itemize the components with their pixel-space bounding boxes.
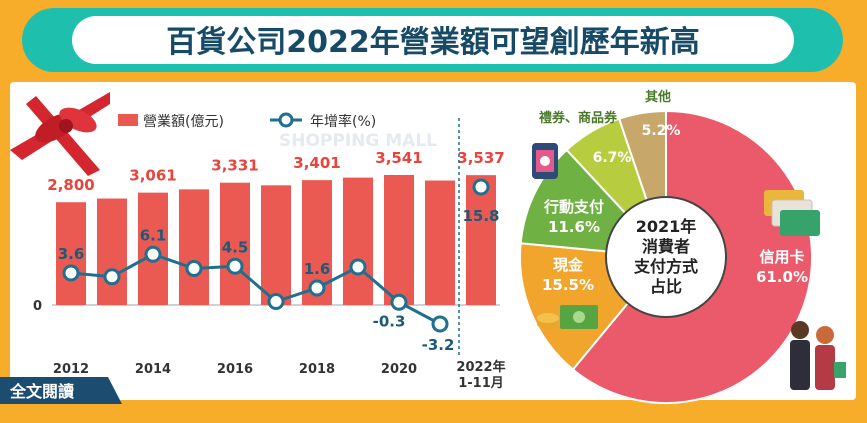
growth-point: [226, 257, 244, 275]
pie-slice-label: 信用卡: [759, 248, 804, 266]
phone-payment-icon: [532, 143, 558, 179]
pie-slice-label: 其他: [645, 89, 671, 105]
growth-point: [472, 178, 490, 196]
pie-slice-label: 禮券、商品券: [539, 110, 618, 126]
read-more-button[interactable]: 全文閱讀: [0, 377, 122, 404]
x-tick-label: 2022年: [456, 359, 505, 375]
bar: [56, 202, 86, 305]
legend-line-marker: [278, 112, 294, 128]
growth-point: [62, 264, 80, 282]
pie-slice-value: 61.0%: [756, 268, 808, 286]
y-zero-label: 0: [33, 299, 42, 314]
bar-value-label: 2,800: [47, 176, 94, 194]
growth-point: [144, 245, 162, 263]
bar: [343, 177, 373, 305]
x-tick-label: 2016: [217, 362, 253, 377]
bar: [220, 182, 250, 305]
growth-value-label: 3.6: [58, 245, 85, 263]
credit-cards-icon: [764, 190, 820, 236]
bar: [425, 180, 455, 305]
pie-labels: 信用卡 61.0% 現金 15.5% 行動支付 11.6% 禮券、商品券 6.7% 其他 5.2%: [539, 89, 808, 294]
growth-point: [349, 258, 367, 276]
bar-value-label: 3,061: [129, 167, 176, 185]
legend-bar-label: 營業額(億元): [143, 114, 224, 130]
cash-coins-icon: [537, 305, 598, 329]
bar-value-label: 3,541: [375, 149, 422, 167]
legend: 營業額(億元) 年增率(%): [118, 112, 376, 130]
growth-point: [103, 268, 121, 286]
pie-center-line: 消費者: [642, 237, 690, 256]
x-tick-label: 2014: [135, 362, 171, 377]
page-title: 百貨公司2022年營業額可望創歷年新高: [166, 25, 700, 60]
title-inner: [72, 16, 794, 64]
growth-point: [308, 279, 326, 297]
growth-value-label: -0.3: [373, 312, 406, 330]
bar-value-label: 3,401: [293, 154, 340, 172]
growth-value-label: 15.8: [462, 207, 499, 225]
growth-line: [70, 252, 441, 326]
legend-bar-swatch: [118, 114, 138, 126]
bar: [466, 175, 496, 305]
shoppers-icon: [790, 321, 846, 390]
x-tick-label: 2020: [381, 362, 417, 377]
pie-slice-value: 5.2%: [642, 123, 681, 139]
growth-line-series: [62, 178, 490, 333]
pie-center: [605, 196, 727, 318]
pie-slice-value: 15.5%: [542, 276, 594, 294]
bar: [97, 198, 127, 305]
growth-line-labels: 3.6 6.1 4.5 1.6 -0.3 -3.2 15.8: [58, 207, 500, 354]
bar-value-label: 3,331: [211, 157, 258, 175]
x-tick-label: 2018: [299, 362, 335, 377]
bar: [384, 175, 414, 305]
growth-value-label: 4.5: [222, 238, 249, 256]
bar-value-label: 3,537: [457, 149, 504, 167]
bar-labels: 2,800 3,061 3,331 3,401 3,541 3,537: [47, 149, 504, 194]
pie-slice-value: 11.6%: [548, 218, 600, 236]
bar: [261, 185, 291, 305]
pie-center-line: 占比: [650, 277, 682, 296]
read-more-label[interactable]: 全文閱讀: [9, 382, 74, 401]
growth-point: [185, 260, 203, 277]
legend-line-label: 年增率(%): [310, 113, 376, 130]
pie-slice-label: 現金: [553, 256, 584, 274]
ribbon-bow-icon: [10, 92, 110, 176]
pie-slice-value: 6.7%: [593, 150, 632, 166]
growth-value-label: 1.6: [304, 260, 331, 278]
pie-slice-label: 行動支付: [543, 198, 604, 216]
pie-center-line: 2021年: [636, 217, 697, 236]
growth-value-label: 6.1: [140, 226, 167, 244]
growth-value-label: -3.2: [422, 336, 455, 354]
bar-series: [56, 175, 496, 305]
growth-point: [431, 315, 449, 333]
bar: [179, 189, 209, 305]
growth-point: [390, 293, 408, 311]
pie-center-line: 支付方式: [633, 257, 698, 276]
growth-point: [267, 293, 285, 310]
x-tick-label: 2012: [53, 362, 89, 377]
watermark: SHOPPING MALL: [279, 131, 437, 151]
x-tick-label: 1-11月: [458, 376, 504, 391]
